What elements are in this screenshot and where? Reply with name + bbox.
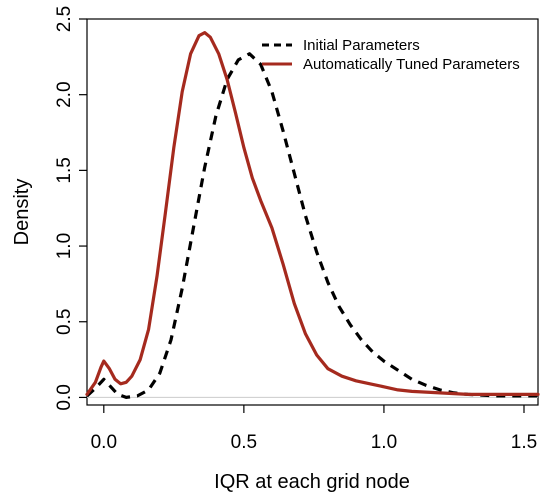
legend-label-initial: Initial Parameters (303, 37, 420, 54)
y-tick-label: 2.0 (54, 81, 75, 107)
series-layer (85, 31, 540, 399)
y-tick-label: 0.0 (54, 384, 75, 410)
series-line-tuned (85, 31, 540, 396)
x-axis-label: IQR at each grid node (214, 471, 410, 493)
y-axis-ticks: 0.0 0.5 1.0 1.5 2.0 2.5 (54, 6, 87, 411)
legend: Initial Parameters Automatically Tuned P… (262, 37, 520, 73)
y-tick-label: 2.5 (54, 6, 75, 32)
plot-frame (86, 18, 539, 406)
y-tick-label: 0.5 (54, 309, 75, 335)
y-tick-label: 1.5 (54, 157, 75, 183)
x-tick-label: 1.0 (371, 432, 397, 453)
y-tick-label: 1.0 (54, 233, 75, 259)
x-tick-label: 0.0 (91, 432, 117, 453)
series-line-initial (85, 52, 538, 399)
x-tick-label: 0.5 (231, 432, 257, 453)
x-axis-ticks: 0.0 0.5 1.0 1.5 (91, 405, 537, 453)
x-tick-label: 1.5 (511, 432, 537, 453)
legend-label-tuned: Automatically Tuned Parameters (303, 56, 520, 73)
y-axis-label: Density (11, 179, 33, 246)
